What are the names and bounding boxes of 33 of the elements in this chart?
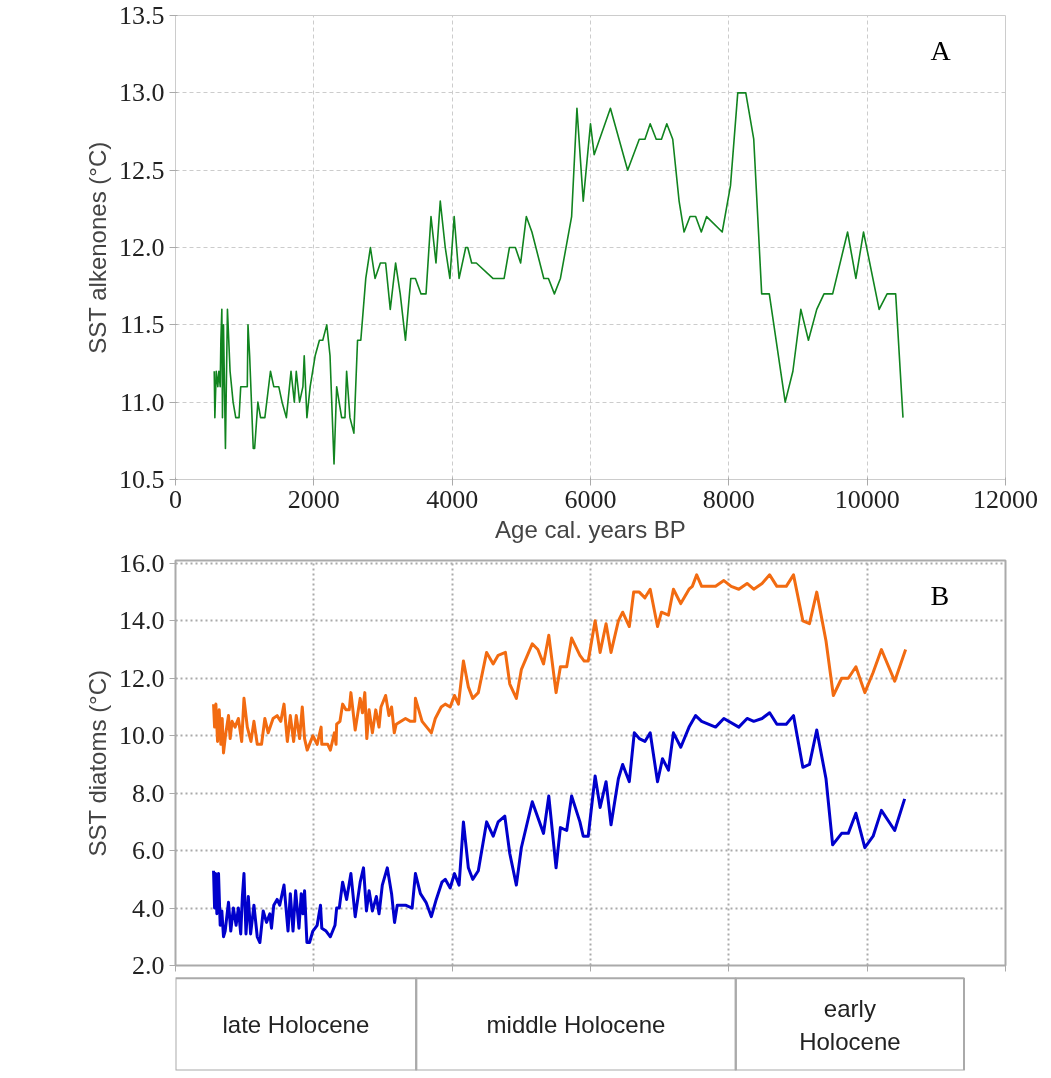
y-tick-label: 2.0 — [132, 951, 165, 980]
y-tick-label: 13.5 — [119, 1, 165, 30]
y-tick-label: 14.0 — [119, 606, 165, 636]
x-tick-label: 12000 — [973, 484, 1038, 514]
annotation: A — [930, 34, 952, 66]
x-axis-title: Age cal. years BP — [495, 515, 686, 543]
y-tick-label: 16.0 — [119, 548, 165, 578]
line-series — [212, 711, 907, 945]
text: late Holocene — [222, 1011, 370, 1039]
y-axis-title: SST diatoms (°C) — [84, 669, 111, 857]
y-tick-label: 10.0 — [119, 721, 165, 751]
x-tick-label: 2000 — [287, 484, 340, 514]
y-tick-label: 11.5 — [119, 310, 165, 340]
y-tick-label: 8.0 — [132, 778, 165, 808]
annotation: B — [930, 579, 950, 611]
y-tick-label: 4.0 — [132, 893, 165, 923]
text: middle Holocene — [486, 1011, 666, 1039]
y-tick-label: 12.0 — [119, 233, 165, 262]
x-tick-label: 6000 — [564, 484, 617, 514]
y-tick-label: 6.0 — [132, 836, 165, 866]
y-tick-label: 13.0 — [119, 78, 165, 108]
x-tick-label: 4000 — [426, 484, 479, 514]
y-axis-title: SST alkenones (°C) — [84, 141, 111, 354]
x-tick-label: 10000 — [834, 484, 900, 514]
y-tick-label: 12.0 — [119, 663, 165, 693]
line-series — [213, 92, 904, 465]
x-tick-label: 0 — [169, 484, 182, 514]
y-tick-label: 12.5 — [119, 155, 165, 185]
line-series — [212, 573, 908, 755]
x-tick-label: 8000 — [702, 484, 755, 514]
text: early Holocene — [799, 995, 901, 1055]
y-tick-label: 10.5 — [119, 465, 165, 494]
y-tick-label: 11.0 — [119, 387, 165, 417]
